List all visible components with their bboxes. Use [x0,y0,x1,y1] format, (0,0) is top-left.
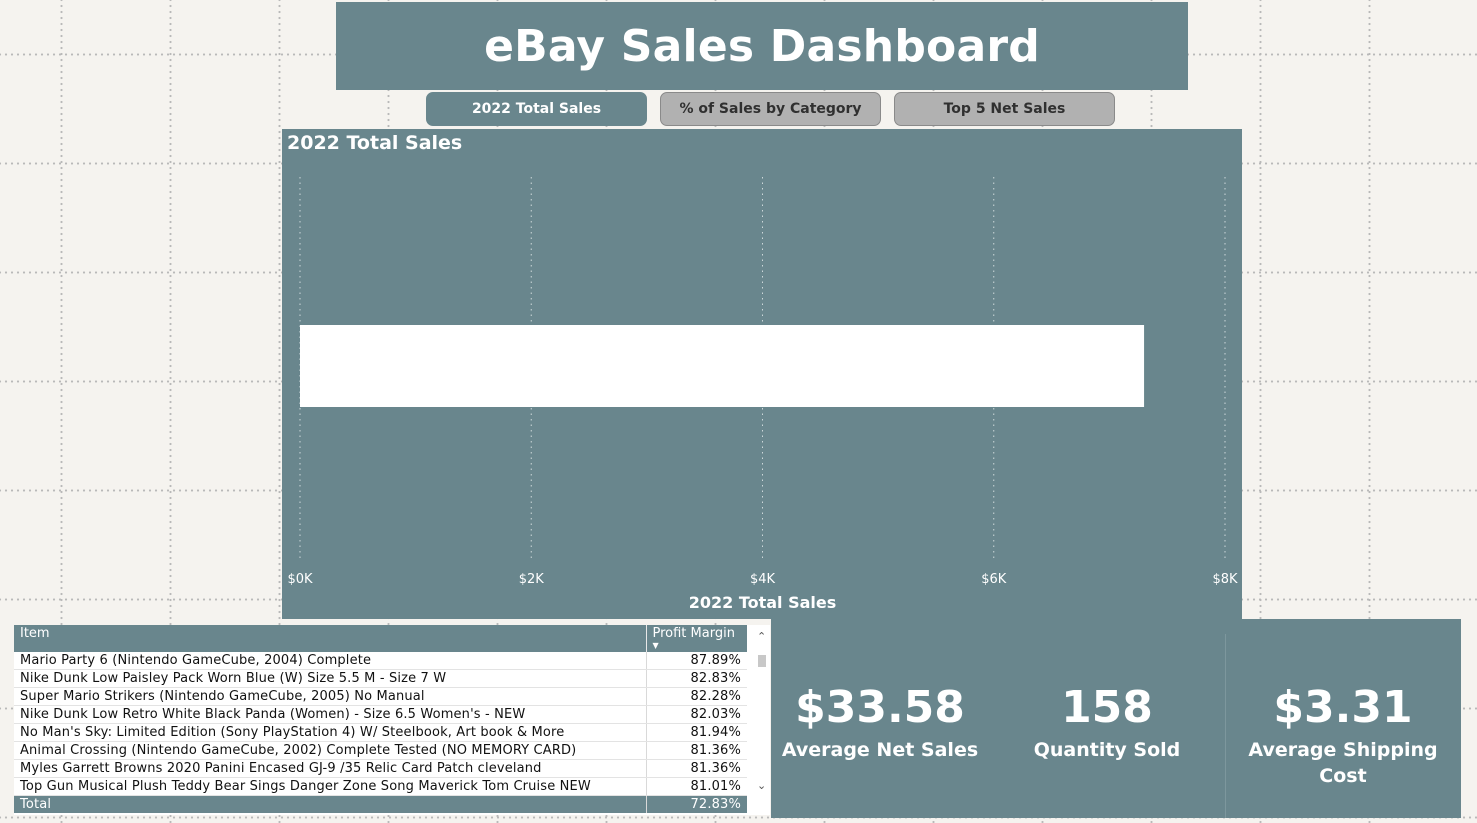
total-sales-chart: $0K $2K $4K $6K $8K 2022 Total Sales 2022 Tot… [282,129,1242,619]
table-row[interactable]: Nike Dunk Low Paisley Pack Worn Blue (W)… [14,669,747,688]
item-cell: Nike Dunk Low Paisley Pack Worn Blue (W)… [14,669,646,688]
dashboard-title: eBay Sales Dashboard [336,2,1188,90]
margin-cell: 81.01% [645,777,747,796]
table-row[interactable]: Top Gun Musical Plush Teddy Bear Sings D… [14,777,747,796]
margin-cell: 82.28% [645,687,747,706]
item-cell: Super Mario Strikers (Nintendo GameCube,… [14,687,646,706]
scroll-down-icon[interactable]: ⌄ [757,779,767,792]
kpi-label: Average Net Sales [781,739,979,761]
item-cell: Myles Garrett Browns 2020 Panini Encased… [14,759,646,778]
table-row[interactable]: Mario Party 6 (Nintendo GameCube, 2004) … [14,652,747,670]
margin-cell: 82.83% [645,669,747,688]
kpi-value: $3.31 [1273,682,1413,733]
table-row[interactable]: Animal Crossing (Nintendo GameCube, 2002… [14,741,747,760]
table-row[interactable]: Myles Garrett Browns 2020 Panini Encased… [14,759,747,778]
margin-cell: 81.36% [645,759,747,778]
chart-title: 2022 Total Sales [287,132,463,154]
kpi-quantity-sold: 158 Quantity Sold [1007,681,1207,763]
total-margin: 72.83% [645,795,747,813]
column-header-profit-margin-label: Profit Margin [652,626,735,641]
table-total-row: Total 72.83% [14,795,747,813]
item-cell: Nike Dunk Low Retro White Black Panda (W… [14,705,646,724]
table-row[interactable]: Nike Dunk Low Retro White Black Panda (W… [14,705,747,724]
margin-cell: 82.03% [645,705,747,724]
table-header-row: Item Profit Margin ▼ [14,625,747,652]
column-header-profit-margin[interactable]: Profit Margin ▼ [645,625,747,652]
sort-desc-icon: ▼ [652,641,659,650]
x-tick-label: $2K [519,572,545,587]
nav-button-sales-by-category[interactable]: % of Sales by Category [660,92,881,126]
item-cell: Animal Crossing (Nintendo GameCube, 2002… [14,741,646,760]
profit-margin-table: Item Profit Margin ▼ Mario Party 6 (Nint… [14,625,770,815]
item-cell: Top Gun Musical Plush Teddy Bear Sings D… [14,777,646,796]
scroll-up-icon[interactable]: ⌃ [757,630,767,643]
table-scrollbar[interactable]: ⌃ ⌄ [755,625,770,815]
total-label: Total [14,795,646,813]
kpi-average-net-sales: $33.58 Average Net Sales [771,681,989,763]
nav-button-top5-net-sales[interactable]: Top 5 Net Sales [894,92,1115,126]
x-tick-label: $0K [287,572,313,587]
kpi-value: 158 [1061,682,1153,733]
margin-cell: 87.89% [645,652,747,670]
kpi-value: $33.58 [795,682,965,733]
x-axis-label: 2022 Total Sales [689,593,837,612]
item-cell: Mario Party 6 (Nintendo GameCube, 2004) … [14,652,646,670]
kpi-average-shipping-cost: $3.31 Average Shipping Cost [1229,681,1457,789]
column-header-item[interactable]: Item [14,625,646,652]
kpi-divider [1225,634,1226,818]
nav-button-total-sales[interactable]: 2022 Total Sales [426,92,647,126]
kpi-panel: $33.58 Average Net Sales 158 Quantity So… [771,619,1461,818]
bar-chart-svg: $0K $2K $4K $6K $8K 2022 Total Sales [287,177,1238,612]
item-cell: No Man's Sky: Limited Edition (Sony Play… [14,723,646,742]
x-tick-label: $4K [750,572,776,587]
table-row[interactable]: Super Mario Strikers (Nintendo GameCube,… [14,687,747,706]
scroll-thumb[interactable] [758,655,766,667]
kpi-label: Quantity Sold [1033,739,1181,761]
x-tick-label: $6K [981,572,1007,587]
kpi-label: Average Shipping Cost [1248,739,1438,787]
margin-cell: 81.36% [645,741,747,760]
bar [300,325,1145,407]
margin-cell: 81.94% [645,723,747,742]
table-row[interactable]: No Man's Sky: Limited Edition (Sony Play… [14,723,747,742]
x-tick-label: $8K [1212,572,1238,587]
